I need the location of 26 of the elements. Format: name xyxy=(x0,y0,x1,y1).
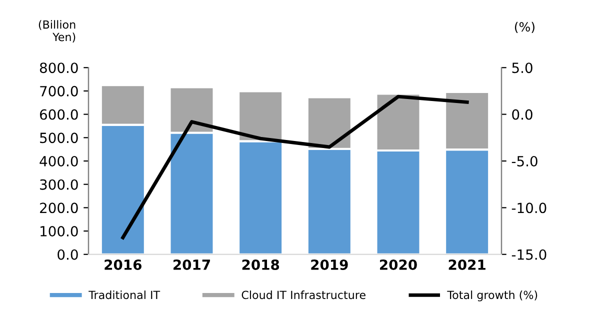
x-tick-label: 2019 xyxy=(311,259,348,270)
legend-label: Cloud IT Infrastructure xyxy=(242,290,366,300)
x-tick-label: 2021 xyxy=(448,259,486,270)
y-tick-label: 100.0 xyxy=(40,226,78,237)
y-tick-label: 600.0 xyxy=(40,109,78,120)
y2-tick-label: -10.0 xyxy=(512,202,546,214)
y2-tick-label: 0.0 xyxy=(512,109,532,120)
x-tick-label: 2016 xyxy=(104,259,142,270)
legend-label: Traditional IT xyxy=(88,290,160,300)
y-axis-title: (Billion Yen) xyxy=(38,20,76,42)
y-tick-label: 800.0 xyxy=(40,62,78,74)
y2-tick-label: -15.0 xyxy=(512,249,546,260)
y-tick-label: 400.0 xyxy=(40,156,78,166)
x-tick-label: 2017 xyxy=(174,259,210,270)
x-tick-label: 2020 xyxy=(380,259,417,270)
line-series xyxy=(121,94,469,240)
y-tick-label: 500.0 xyxy=(40,132,78,144)
y2-axis-title: (%) xyxy=(514,22,534,34)
y-tick-label: 700.0 xyxy=(40,86,78,96)
y-tick-label: 0.0 xyxy=(58,249,78,260)
x-tick-label: 2018 xyxy=(242,259,280,270)
y-tick-label: 300.0 xyxy=(40,179,78,190)
y-tick-label: 200.0 xyxy=(40,202,78,214)
y2-tick-label: -5.0 xyxy=(512,156,538,166)
y2-tick-label: 5.0 xyxy=(512,62,532,74)
legend-label: Total growth (%) xyxy=(447,290,538,302)
